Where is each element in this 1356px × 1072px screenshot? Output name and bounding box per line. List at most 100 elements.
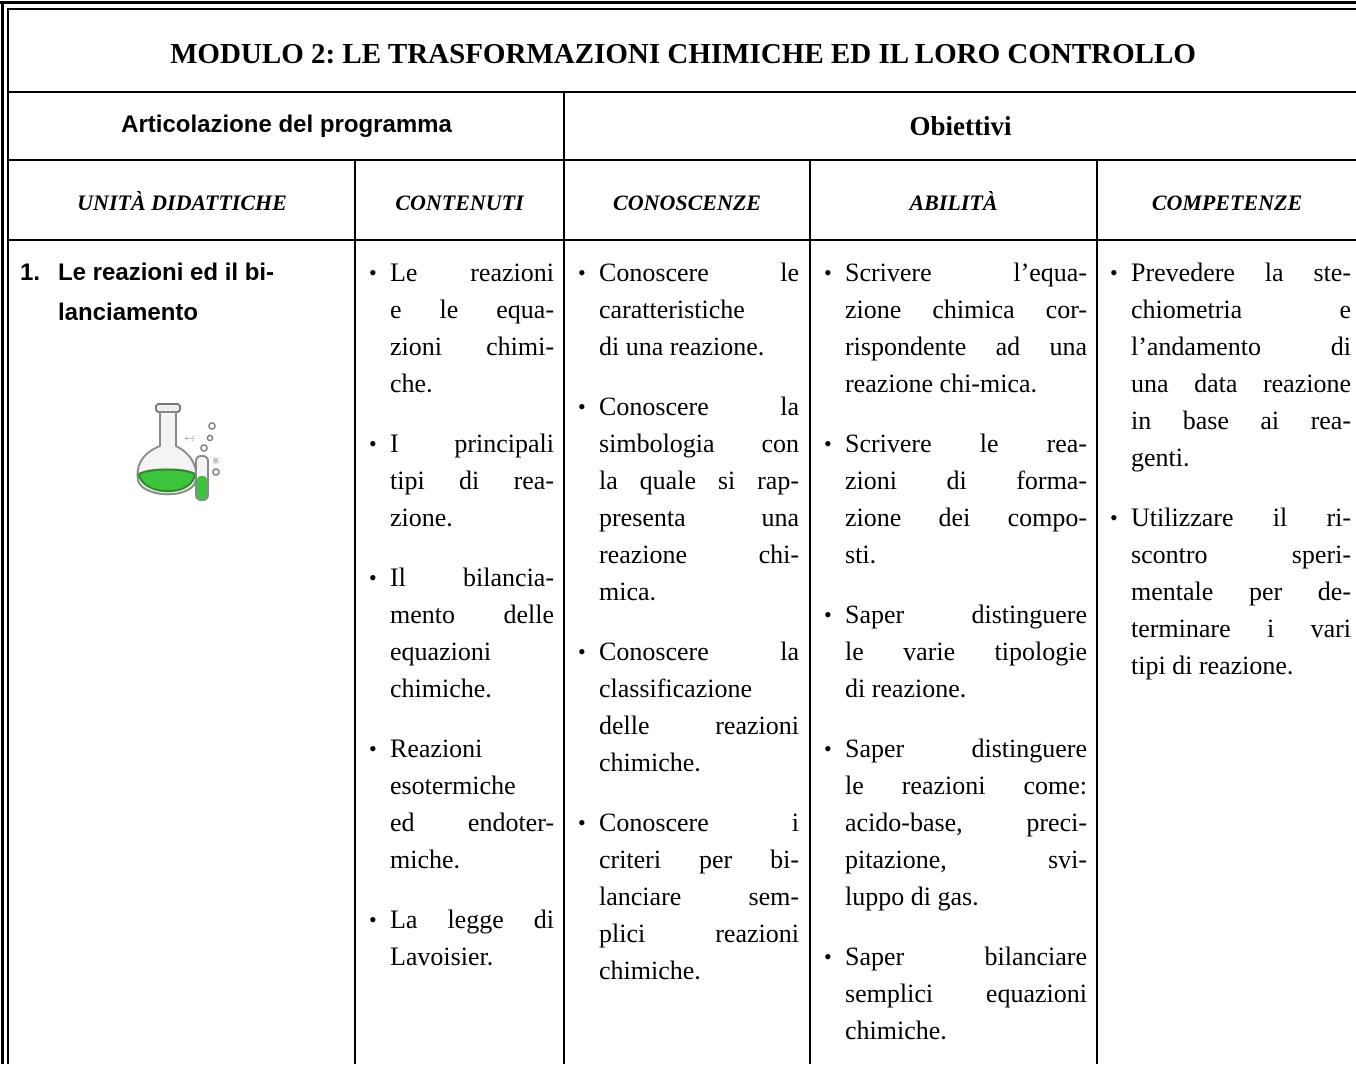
unit-number: 1. bbox=[20, 259, 41, 286]
text-line: Reazioni bbox=[390, 734, 483, 763]
title: MODULO 2: LE TRASFORMAZIONI CHIMICHE ED … bbox=[170, 38, 1196, 70]
bullet-item: Scrivere le rea-zioni di forma-zione dei… bbox=[824, 425, 1087, 573]
cell: Conoscere le caratteristiche di una reazio… bbox=[578, 254, 799, 1012]
unit-title: 1. Le reazioni ed il bi-lanciamento bbox=[20, 254, 274, 334]
text-line: pitazione, svi- bbox=[845, 845, 1087, 874]
col-line bbox=[354, 160, 356, 1064]
text-line: le varie tipologie bbox=[845, 637, 1087, 666]
bullet-item: Le reazioni e le equa-zioni chimi-che. bbox=[369, 254, 554, 402]
cell: Prevedere la ste-chiometria e l’andamento… bbox=[1110, 254, 1351, 707]
text-line: lanciare sem- bbox=[599, 882, 799, 911]
text-line: zioni di forma- bbox=[845, 466, 1087, 495]
text-line: chimiche. bbox=[390, 674, 492, 703]
text-line: Prevedere la ste- bbox=[1131, 258, 1351, 287]
text-line: semplici equazioni bbox=[845, 979, 1087, 1008]
text-line: zione dei compo- bbox=[845, 503, 1087, 532]
column-header: CONTENUTI bbox=[395, 190, 524, 215]
text-line: tipi di rea- bbox=[390, 466, 554, 495]
column-header: ABILITÀ bbox=[909, 190, 998, 215]
text-line: criteri per bi- bbox=[599, 845, 799, 874]
bullet-item: Reazioni esotermiche ed endoter-miche. bbox=[369, 730, 554, 878]
cell: Le reazioni e le equa-zioni chimi-che. I p… bbox=[369, 254, 554, 998]
text-line: le reazioni come: bbox=[845, 771, 1087, 800]
text-line: una data reazione bbox=[1131, 369, 1351, 398]
text-line: e le equa- bbox=[390, 295, 554, 324]
text-line: esotermiche bbox=[390, 771, 516, 800]
text-line: Saper distinguere bbox=[845, 734, 1087, 763]
flask-icon: +÷ ※ bbox=[136, 403, 220, 501]
bullet-item: I principali tipi di rea-zione. bbox=[369, 425, 554, 536]
bullet-item: Saper distinguere le varie tipologie di re… bbox=[824, 596, 1087, 707]
bullet-item: La legge di Lavoisier. bbox=[369, 901, 554, 975]
text-line: chimiche. bbox=[845, 1016, 947, 1045]
text-line: Il bilancia- bbox=[390, 563, 554, 592]
text-line: che. bbox=[390, 369, 433, 398]
bullet-item: Conoscere la classificazione delle reazion… bbox=[578, 633, 799, 781]
text-line: Le reazioni bbox=[390, 258, 554, 287]
text-line: tipi di reazione. bbox=[1131, 651, 1294, 680]
svg-text:+÷: +÷ bbox=[184, 434, 196, 445]
bullet-item: Saper distinguere le reazioni come: acido-… bbox=[824, 730, 1087, 915]
header-articolazione: Articolazione del programma bbox=[121, 111, 452, 138]
text-line: Scrivere l’equa- bbox=[845, 258, 1087, 287]
col-line bbox=[1096, 160, 1098, 1064]
text-line: di una reazione. bbox=[599, 332, 765, 361]
unit-line: Le reazioni ed il bi- bbox=[58, 259, 275, 286]
text-line: reazione chi- bbox=[599, 540, 799, 569]
bullet-item: Conoscere la simbologia con la quale si ra… bbox=[578, 388, 799, 610]
text-line: Conoscere la bbox=[599, 637, 799, 666]
row-line bbox=[9, 91, 1356, 93]
bullet-item: Conoscere i criteri per bi-lanciare sem-p… bbox=[578, 804, 799, 989]
column-header: CONOSCENZE bbox=[613, 190, 761, 215]
text-line: La legge di bbox=[390, 905, 554, 934]
text-line: delle reazioni bbox=[599, 711, 799, 740]
header-obiettivi: Obiettivi bbox=[909, 111, 1012, 141]
border-left-inner bbox=[7, 8, 9, 1064]
text-line: ed endoter- bbox=[390, 808, 554, 837]
col-line bbox=[563, 92, 565, 1064]
text-line: acido-base, preci- bbox=[845, 808, 1087, 837]
text-line: genti. bbox=[1131, 443, 1190, 472]
text-line: Scrivere le rea- bbox=[845, 429, 1087, 458]
bullet-item: Prevedere la ste-chiometria e l’andamento… bbox=[1110, 254, 1351, 476]
cell: Scrivere l’equa-zione chimica cor-rispon… bbox=[824, 254, 1087, 1072]
text-line: Lavoisier. bbox=[390, 942, 494, 971]
bullet-item: Utilizzare il ri-scontro speri-mentale p… bbox=[1110, 499, 1351, 684]
col-line bbox=[809, 160, 811, 1064]
text-line: miche. bbox=[390, 845, 461, 874]
text-line: Conoscere i bbox=[599, 808, 799, 837]
text-line: I principali bbox=[390, 429, 554, 458]
text-line: zione. bbox=[390, 503, 453, 532]
text-line: chiometria e bbox=[1131, 295, 1351, 324]
bullet-item: Il bilancia-mento delle equazioni chimiche… bbox=[369, 559, 554, 707]
row-line bbox=[9, 239, 1356, 241]
text-line: presenta una bbox=[599, 503, 799, 532]
text-line: Conoscere la bbox=[599, 392, 799, 421]
text-line: Utilizzare il ri- bbox=[1131, 503, 1351, 532]
bullet-item: Scrivere l’equa-zione chimica cor-rispon… bbox=[824, 254, 1087, 402]
text-line: Saper bilanciare bbox=[845, 942, 1087, 971]
bullet-item: Saper bilanciare semplici equazioni chimic… bbox=[824, 938, 1087, 1049]
svg-text:※: ※ bbox=[212, 456, 220, 466]
text-line: equazioni bbox=[390, 637, 492, 666]
border-left-outer bbox=[1, 1, 4, 1064]
text-line: luppo di gas. bbox=[845, 882, 979, 911]
text-line: classificazione bbox=[599, 674, 753, 703]
text-line: plici reazioni bbox=[599, 919, 799, 948]
text-line: mento delle bbox=[390, 600, 554, 629]
text-line: chimiche. bbox=[599, 748, 701, 777]
text-line: reazione chi-mica. bbox=[845, 369, 1037, 398]
border-top-inner bbox=[7, 8, 1356, 10]
text-line: zione chimica cor- bbox=[845, 295, 1087, 324]
border-top-outer bbox=[0, 1, 1356, 4]
text-line: Conoscere le bbox=[599, 258, 799, 287]
column-header: UNITÀ DIDATTICHE bbox=[77, 190, 287, 215]
text-line: simbologia con bbox=[599, 429, 799, 458]
text-line: scontro speri- bbox=[1131, 540, 1351, 569]
unit-line: lanciamento bbox=[58, 299, 199, 326]
text-line: caratteristiche bbox=[599, 295, 745, 324]
text-line: rispondente ad una bbox=[845, 332, 1087, 361]
text-line: di reazione. bbox=[845, 674, 967, 703]
text-line: la quale si rap- bbox=[599, 466, 799, 495]
